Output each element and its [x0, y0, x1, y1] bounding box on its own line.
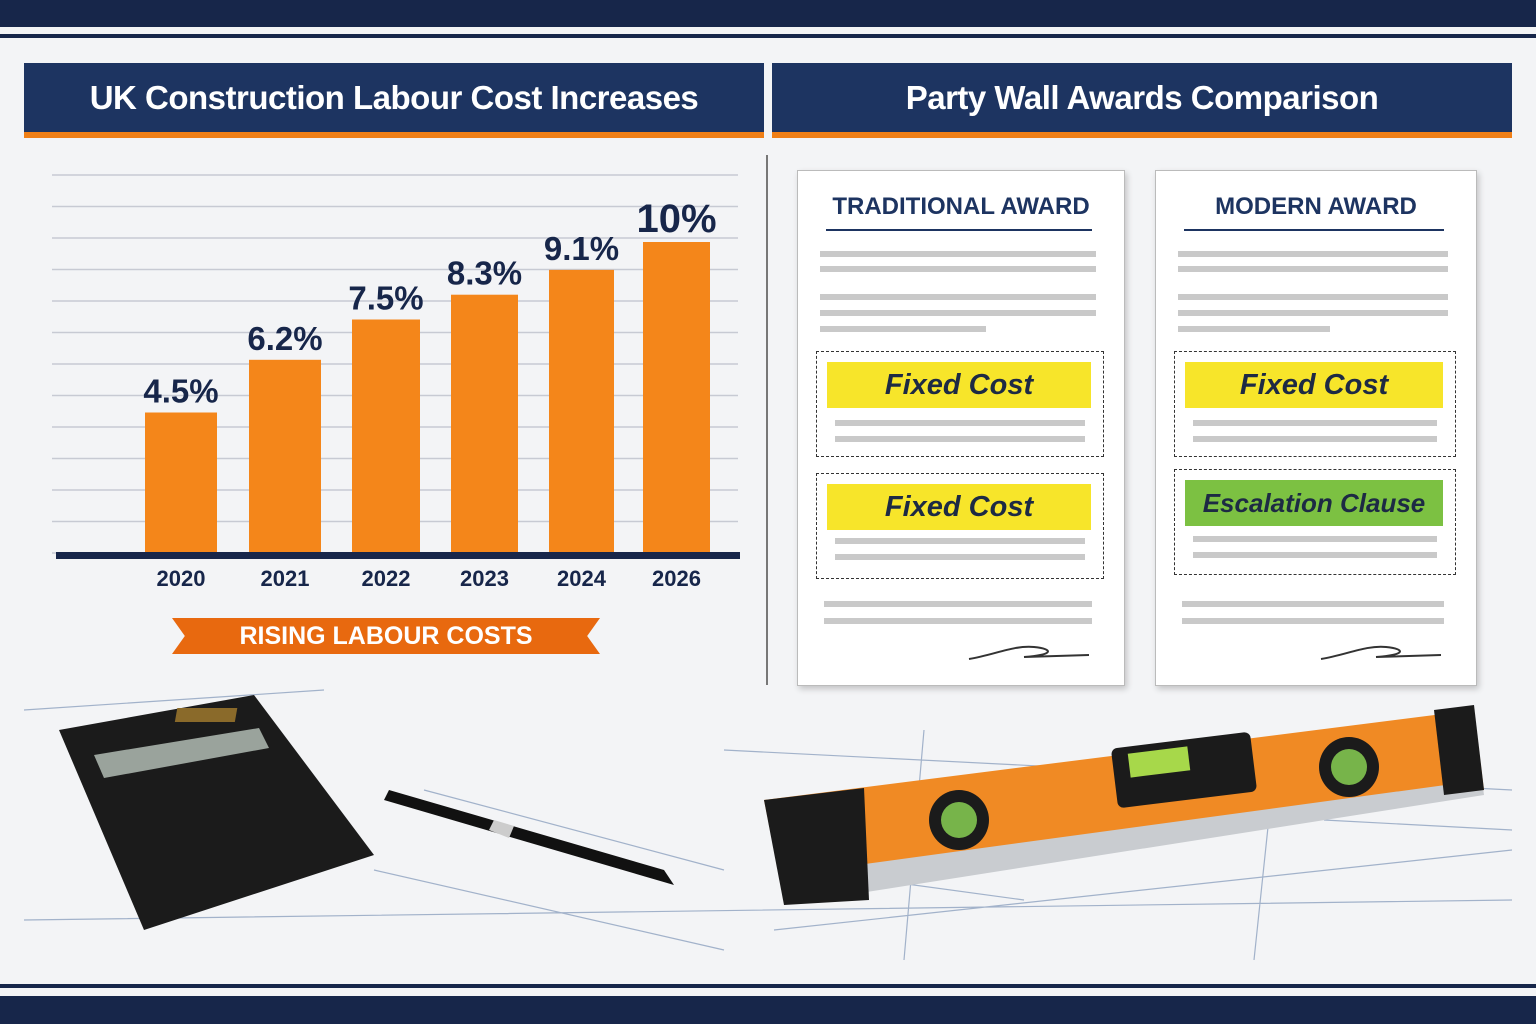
clause-box: Escalation Clause	[1174, 469, 1456, 575]
calculator-icon	[59, 695, 374, 930]
bottom-band	[0, 996, 1536, 1024]
data-label: 10%	[636, 197, 716, 241]
clause-box: Fixed Cost	[816, 351, 1104, 457]
rising-costs-ribbon: RISING LABOUR COSTS	[172, 618, 600, 654]
modern-award-document: MODERN AWARD Fixed Cost Escalation Claus…	[1155, 170, 1477, 686]
chart-title: UK Construction Labour Cost Increases	[24, 63, 764, 138]
x-axis	[56, 552, 740, 559]
document-title: TRADITIONAL AWARD	[832, 193, 1090, 220]
comparison-title: Party Wall Awards Comparison	[772, 63, 1512, 138]
x-tick-label: 2026	[652, 566, 701, 591]
bar-2026	[643, 242, 710, 552]
data-label: 4.5%	[143, 373, 218, 410]
x-tick-label: 2022	[362, 566, 411, 591]
data-label: 6.2%	[247, 320, 322, 357]
clause-box: Fixed Cost	[816, 473, 1104, 579]
bar-2024	[549, 269, 614, 552]
clause-label: Fixed Cost	[1185, 362, 1443, 408]
data-label: 9.1%	[544, 230, 619, 267]
title-underline	[1184, 229, 1444, 231]
top-band	[0, 0, 1536, 27]
panel-divider	[766, 155, 768, 685]
bar-2020	[145, 412, 217, 552]
spirit-level-icon	[764, 705, 1484, 905]
data-label: 8.3%	[447, 255, 522, 292]
signature-icon	[968, 645, 1090, 660]
clause-label: Escalation Clause	[1185, 480, 1443, 526]
document-title: MODERN AWARD	[1215, 193, 1417, 220]
top-rule	[0, 34, 1536, 38]
bar-2022	[352, 319, 420, 552]
bar-chart: 4.5% 2020 6.2% 2021 7.5% 2022 8.3% 2023 9.1% 2024…	[52, 174, 740, 591]
x-tick-label: 2023	[460, 566, 509, 591]
desk-scene	[24, 689, 1512, 960]
bottom-rule	[0, 984, 1536, 988]
signature-icon	[1320, 645, 1442, 660]
clause-label: Fixed Cost	[827, 484, 1091, 530]
bar-2021	[249, 359, 321, 552]
bar-2023	[451, 294, 518, 552]
x-tick-label: 2021	[261, 566, 310, 591]
data-label: 7.5%	[348, 280, 423, 317]
x-tick-label: 2024	[557, 566, 607, 591]
clause-box: Fixed Cost	[1174, 351, 1456, 457]
title-underline	[826, 229, 1092, 231]
clause-label: Fixed Cost	[827, 362, 1091, 408]
traditional-award-document: TRADITIONAL AWARD Fixed Cost Fixed Cost	[797, 170, 1125, 686]
x-tick-label: 2020	[157, 566, 206, 591]
pen-icon	[384, 790, 674, 885]
